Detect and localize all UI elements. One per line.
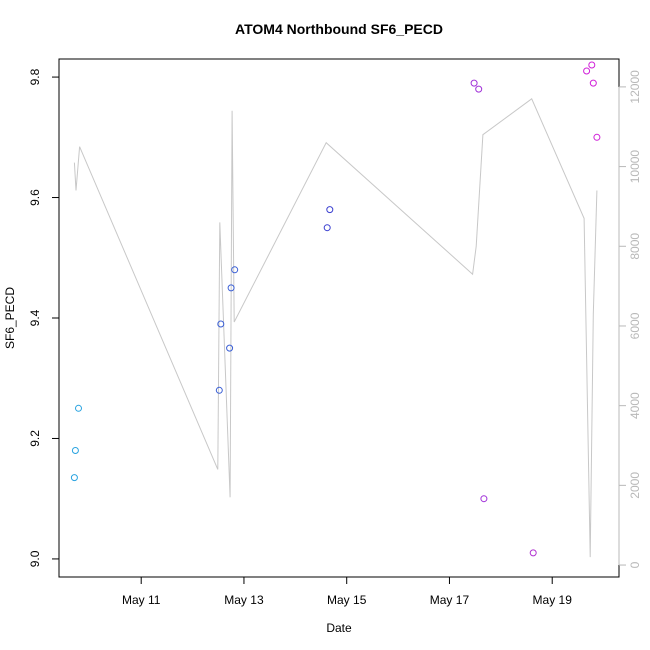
data-point (215, 386, 223, 394)
y-tick-label: 9.8 (28, 68, 42, 85)
left-axis: 9.0 9.2 9.4 9.6 9.8 (28, 68, 60, 567)
y2-tick-label: 4000 (628, 392, 642, 419)
x-axis-label: Date (326, 621, 352, 635)
data-point (475, 85, 483, 93)
data-point (75, 404, 82, 412)
data-point (529, 549, 537, 557)
x-tick-label: May 11 (122, 593, 161, 607)
y2-tick-label: 6000 (628, 312, 642, 339)
data-point (323, 224, 331, 232)
data-point (231, 266, 239, 274)
y2-tick-label: 0 (628, 561, 642, 568)
series-line (73, 98, 598, 558)
x-tick-label: May 15 (327, 593, 367, 607)
data-point (227, 284, 235, 292)
y2-tick-label: 12000 (628, 70, 642, 104)
data-point (588, 61, 596, 69)
y-tick-label: 9.4 (28, 309, 42, 326)
y2-tick-label: 8000 (628, 233, 642, 260)
series-line-group (73, 98, 598, 558)
bottom-axis: May 11 May 13 May 15 May 17 May 19 (122, 576, 573, 607)
data-point (589, 79, 597, 87)
y-tick-label: 9.6 (28, 189, 42, 206)
chart-title: ATOM4 Northbound SF6_PECD (235, 21, 443, 37)
data-point (593, 133, 601, 141)
points-group (70, 61, 601, 557)
x-tick-label: May 19 (533, 593, 573, 607)
plot-frame (58, 58, 620, 578)
data-point (226, 344, 234, 352)
right-axis: 0 2000 4000 6000 8000 10000 12000 (618, 70, 642, 568)
y2-tick-label: 10000 (628, 150, 642, 184)
data-point (480, 495, 488, 503)
data-point (217, 320, 225, 328)
y-tick-label: 9.2 (28, 430, 42, 447)
data-point (70, 474, 78, 482)
y2-tick-label: 2000 (628, 472, 642, 499)
data-point (583, 67, 591, 75)
data-point (470, 79, 478, 87)
data-point (326, 206, 334, 214)
x-tick-label: May 17 (430, 593, 470, 607)
y-axis-label: SF6_PECD (3, 287, 17, 349)
y-tick-label: 9.0 (28, 550, 42, 567)
x-tick-label: May 13 (224, 593, 264, 607)
data-point (71, 447, 79, 454)
